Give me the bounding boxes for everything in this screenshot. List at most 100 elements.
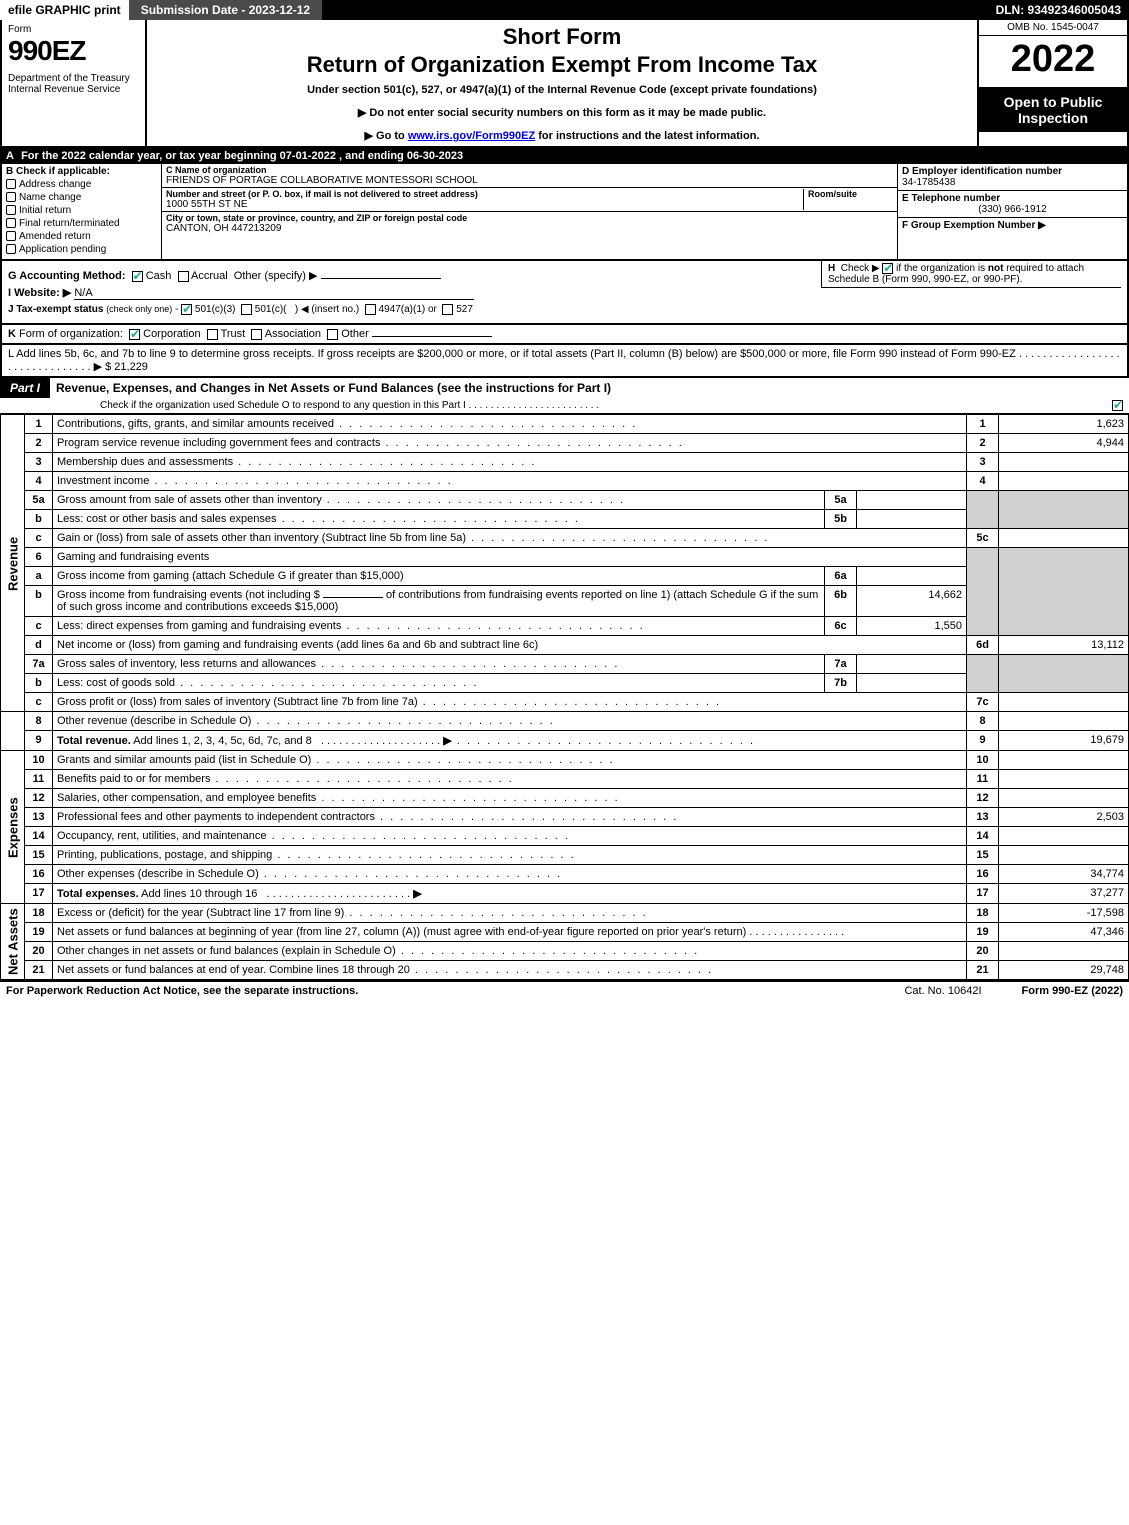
- l17-no: 17: [25, 884, 53, 904]
- l9-desc: Total revenue.: [57, 735, 131, 747]
- l5a-desc: Gross amount from sale of assets other t…: [57, 494, 322, 506]
- omb-number: OMB No. 1545-0047: [979, 20, 1127, 36]
- l19-desc: Net assets or fund balances at beginning…: [57, 926, 746, 938]
- street-value: 1000 55TH ST NE: [166, 199, 803, 210]
- l4-no: 4: [25, 472, 53, 491]
- cb-sched-b-not-required[interactable]: [882, 263, 893, 274]
- line-8: 8 Other revenue (describe in Schedule O)…: [1, 712, 1129, 731]
- cb-corporation[interactable]: [129, 329, 140, 340]
- l6d-rno: 6d: [967, 636, 999, 655]
- city-label: City or town, state or province, country…: [166, 213, 893, 223]
- city-row: City or town, state or province, country…: [162, 212, 897, 235]
- cb-final-return[interactable]: Final return/terminated: [6, 218, 157, 229]
- line-16: 16 Other expenses (describe in Schedule …: [1, 865, 1129, 884]
- l15-val: [999, 846, 1129, 865]
- l7c-desc: Gross profit or (loss) from sales of inv…: [57, 696, 418, 708]
- cb-address-change[interactable]: Address change: [6, 179, 157, 190]
- cb-other-org[interactable]: [327, 329, 338, 340]
- l12-desc: Salaries, other compensation, and employ…: [57, 792, 316, 804]
- l18-no: 18: [25, 904, 53, 923]
- l7c-rno: 7c: [967, 693, 999, 712]
- l5ab-shade: [967, 491, 999, 529]
- instr-ssn: ▶ Do not enter social security numbers o…: [157, 106, 967, 119]
- l7a-inval: [857, 655, 967, 674]
- l5c-rno: 5c: [967, 529, 999, 548]
- cb-4947[interactable]: [365, 304, 376, 315]
- l21-val: 29,748: [999, 961, 1129, 980]
- l16-val: 34,774: [999, 865, 1129, 884]
- line-11: 11 Benefits paid to or for members 11: [1, 770, 1129, 789]
- open-to-public: Open to Public Inspection: [979, 88, 1127, 132]
- l4-val: [999, 472, 1129, 491]
- l5b-desc: Less: cost or other basis and sales expe…: [57, 513, 277, 525]
- l11-no: 11: [25, 770, 53, 789]
- line-15: 15 Printing, publications, postage, and …: [1, 846, 1129, 865]
- city-value: CANTON, OH 447213209: [166, 223, 893, 234]
- l9-no: 9: [25, 731, 53, 751]
- cb-initial-return[interactable]: Initial return: [6, 205, 157, 216]
- l13-no: 13: [25, 808, 53, 827]
- irs-link[interactable]: www.irs.gov/Form990EZ: [408, 130, 535, 142]
- l21-rno: 21: [967, 961, 999, 980]
- group-exemption-row: F Group Exemption Number ▶: [898, 218, 1127, 233]
- street-row: Number and street (or P. O. box, if mail…: [162, 188, 897, 212]
- line-6: 6 Gaming and fundraising events: [1, 548, 1129, 567]
- cb-cash[interactable]: [132, 271, 143, 282]
- l6b-desc1: Gross income from fundraising events (no…: [57, 589, 320, 601]
- l7c-no: c: [25, 693, 53, 712]
- l6d-no: d: [25, 636, 53, 655]
- l9-arrow: ▶: [443, 735, 451, 747]
- other-org-input[interactable]: [372, 336, 492, 337]
- l6-shade: [967, 548, 999, 636]
- l19-no: 19: [25, 923, 53, 942]
- l12-rno: 12: [967, 789, 999, 808]
- mid-block: H Check ▶ if the organization is not req…: [0, 261, 1129, 325]
- l5ab-shade-val: [999, 491, 1129, 529]
- room-label: Room/suite: [808, 189, 893, 199]
- cb-name-change[interactable]: Name change: [6, 192, 157, 203]
- cb-501c3[interactable]: [181, 304, 192, 315]
- l15-rno: 15: [967, 846, 999, 865]
- l6a-inval: [857, 567, 967, 586]
- line-7a: 7a Gross sales of inventory, less return…: [1, 655, 1129, 674]
- cb-sched-o[interactable]: [1112, 400, 1123, 411]
- l6d-desc: Net income or (loss) from gaming and fun…: [57, 639, 538, 651]
- l14-no: 14: [25, 827, 53, 846]
- line-4: 4 Investment income 4: [1, 472, 1129, 491]
- g-other-input[interactable]: [321, 278, 441, 279]
- ein-label: D Employer identification number: [902, 166, 1123, 177]
- line-13: 13 Professional fees and other payments …: [1, 808, 1129, 827]
- l15-desc: Printing, publications, postage, and shi…: [57, 849, 272, 861]
- cb-application-pending[interactable]: Application pending: [6, 244, 157, 255]
- l6b-blank[interactable]: [323, 597, 383, 598]
- l14-val: [999, 827, 1129, 846]
- line-20: 20 Other changes in net assets or fund b…: [1, 942, 1129, 961]
- phone-label: E Telephone number: [902, 193, 1123, 204]
- header-center: Short Form Return of Organization Exempt…: [147, 20, 977, 146]
- cb-amended-return[interactable]: Amended return: [6, 231, 157, 242]
- line-18: Net Assets 18 Excess or (deficit) for th…: [1, 904, 1129, 923]
- part1-title: Revenue, Expenses, and Changes in Net As…: [50, 378, 1129, 398]
- cb-association[interactable]: [251, 329, 262, 340]
- l16-desc: Other expenses (describe in Schedule O): [57, 868, 259, 880]
- l16-no: 16: [25, 865, 53, 884]
- l8-val: [999, 712, 1129, 731]
- topbar-spacer: [322, 0, 987, 20]
- l19-val: 47,346: [999, 923, 1129, 942]
- cb-trust[interactable]: [207, 329, 218, 340]
- l3-desc: Membership dues and assessments: [57, 456, 233, 468]
- l21-no: 21: [25, 961, 53, 980]
- cb-527[interactable]: [442, 304, 453, 315]
- cb-accrual[interactable]: [178, 271, 189, 282]
- form-title: Return of Organization Exempt From Incom…: [157, 52, 967, 78]
- l2-rno: 2: [967, 434, 999, 453]
- website-value: N/A: [74, 287, 474, 300]
- col-c: C Name of organization FRIENDS OF PORTAG…: [162, 164, 897, 259]
- phone-row: E Telephone number (330) 966-1912: [898, 191, 1127, 218]
- header-right: OMB No. 1545-0047 2022 Open to Public In…: [977, 20, 1127, 146]
- g-cash-label: Cash: [146, 270, 172, 282]
- line-7b: b Less: cost of goods sold 7b: [1, 674, 1129, 693]
- instr2-post: for instructions and the latest informat…: [535, 130, 759, 142]
- l6a-inlab: 6a: [825, 567, 857, 586]
- cb-501c[interactable]: [241, 304, 252, 315]
